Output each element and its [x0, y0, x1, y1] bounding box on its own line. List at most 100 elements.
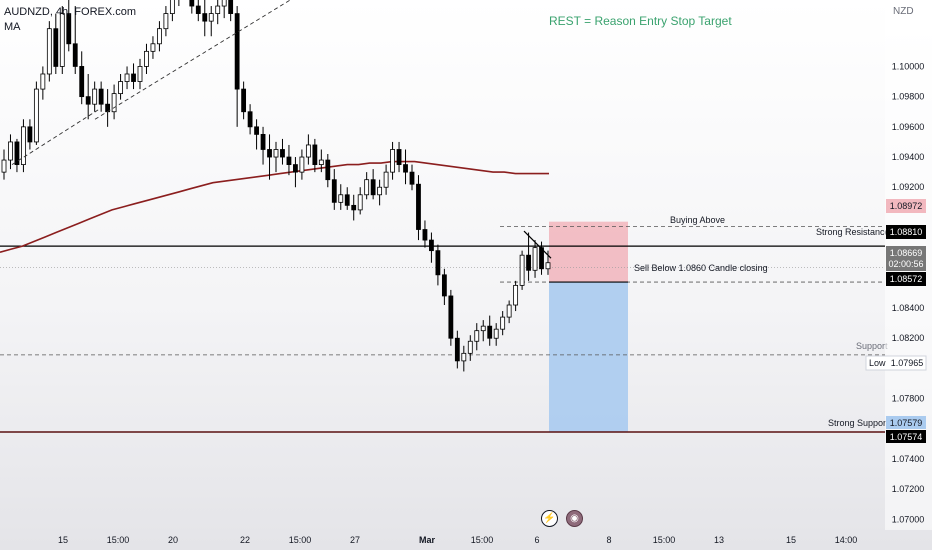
candle-body[interactable]: [305, 144, 311, 158]
candle-body[interactable]: [254, 126, 259, 135]
candle-body[interactable]: [441, 274, 447, 297]
candle-body[interactable]: [448, 295, 454, 339]
candle-body[interactable]: [215, 5, 221, 14]
candle-body[interactable]: [79, 66, 85, 98]
candle-body[interactable]: [234, 13, 240, 90]
candle-body[interactable]: [487, 325, 493, 339]
candle-body[interactable]: [299, 156, 305, 173]
candle-body[interactable]: [27, 126, 33, 143]
ma-indicator-legend[interactable]: MA: [4, 21, 21, 33]
candle-body[interactable]: [53, 28, 59, 67]
candle-body[interactable]: [280, 149, 285, 158]
x-tick-label: 13: [714, 535, 724, 545]
candle-body[interactable]: [422, 229, 428, 241]
candle-body[interactable]: [124, 73, 130, 82]
candle-body[interactable]: [325, 159, 331, 181]
candle-body[interactable]: [526, 254, 531, 271]
x-tick-label: 27: [350, 535, 360, 545]
candle-body[interactable]: [72, 43, 78, 67]
candle-body[interactable]: [409, 171, 415, 185]
candle-body[interactable]: [390, 149, 395, 173]
candle-body[interactable]: [383, 171, 389, 188]
descending-trendline[interactable]: [523, 230, 552, 259]
candle-body[interactable]: [461, 352, 467, 362]
ma-line[interactable]: [0, 160, 549, 253]
candle-body[interactable]: [59, 13, 65, 67]
candle-body[interactable]: [98, 88, 104, 105]
dashed-trendline-lower[interactable]: [11, 108, 101, 165]
candle-body[interactable]: [111, 93, 117, 113]
candle-body[interactable]: [33, 88, 39, 143]
candle-body[interactable]: [429, 239, 434, 252]
candle-body[interactable]: [493, 328, 499, 339]
stop-loss-zone[interactable]: [549, 221, 628, 283]
candle-body[interactable]: [273, 149, 279, 158]
candle-body[interactable]: [351, 204, 357, 211]
candle-body[interactable]: [293, 164, 298, 173]
candle-body[interactable]: [92, 88, 98, 105]
earnings-icon[interactable]: ◉: [566, 510, 583, 527]
candle-body[interactable]: [131, 73, 136, 82]
candle-body[interactable]: [331, 179, 337, 203]
candle-body[interactable]: [318, 159, 324, 165]
candle-body[interactable]: [370, 179, 376, 196]
candle-body[interactable]: [1, 159, 7, 173]
candle-body[interactable]: [66, 13, 72, 45]
candle-body[interactable]: [532, 247, 538, 271]
lightning-icon[interactable]: ⚡: [541, 510, 558, 527]
candle-body[interactable]: [195, 5, 201, 14]
sell-level-tag: 1.08572: [890, 274, 923, 284]
candle-body[interactable]: [416, 183, 421, 230]
take-profit-zone[interactable]: [549, 282, 628, 433]
candle-body[interactable]: [137, 66, 143, 82]
support-level-tag: 1.07579: [890, 418, 923, 428]
candle-body[interactable]: [8, 141, 13, 161]
candle-body[interactable]: [169, 0, 175, 14]
candle-body[interactable]: [364, 179, 370, 196]
candle-body[interactable]: [118, 81, 123, 95]
candle-body[interactable]: [202, 13, 208, 22]
candle-body[interactable]: [435, 250, 441, 276]
dashed-trendline[interactable]: [94, 0, 305, 120]
candle-body[interactable]: [312, 144, 318, 165]
strong-support-label: Strong Support: [828, 418, 889, 428]
support-tag-bg: [886, 416, 926, 429]
candle-body[interactable]: [474, 330, 480, 342]
candle-body[interactable]: [377, 186, 383, 196]
candle-body[interactable]: [396, 149, 402, 165]
candle-body[interactable]: [21, 126, 26, 165]
candle-body[interactable]: [228, 0, 234, 14]
candle-body[interactable]: [150, 43, 156, 52]
candle-body[interactable]: [247, 111, 253, 128]
candle-body[interactable]: [545, 262, 551, 270]
candle-body[interactable]: [357, 194, 363, 211]
candle-body[interactable]: [14, 141, 20, 165]
candle-body[interactable]: [85, 96, 91, 105]
symbol-legend[interactable]: AUDNZD, 4h, FOREX.com: [4, 6, 137, 18]
candle-body[interactable]: [40, 73, 46, 90]
candle-body[interactable]: [344, 194, 350, 206]
currency-label: NZD: [893, 6, 914, 17]
candle-body[interactable]: [208, 13, 214, 22]
candle-body[interactable]: [403, 164, 408, 173]
candle-body[interactable]: [267, 149, 272, 158]
candle-body[interactable]: [286, 156, 292, 165]
candle-body[interactable]: [500, 316, 506, 330]
candle-body[interactable]: [513, 284, 519, 306]
candle-body[interactable]: [144, 50, 149, 67]
candle-body[interactable]: [241, 88, 247, 113]
candle-body[interactable]: [221, 0, 227, 7]
candle-body[interactable]: [189, 0, 195, 7]
candle-body[interactable]: [519, 254, 525, 286]
candle-body[interactable]: [46, 28, 52, 75]
candle-body[interactable]: [539, 247, 544, 270]
candle-body[interactable]: [338, 194, 344, 203]
candle-body[interactable]: [157, 28, 162, 45]
candle-body[interactable]: [260, 133, 266, 150]
candle-body[interactable]: [454, 337, 460, 362]
candle-body[interactable]: [467, 340, 473, 354]
candle-body[interactable]: [480, 325, 486, 332]
candle-body[interactable]: [506, 304, 512, 318]
candle-body[interactable]: [163, 13, 169, 30]
